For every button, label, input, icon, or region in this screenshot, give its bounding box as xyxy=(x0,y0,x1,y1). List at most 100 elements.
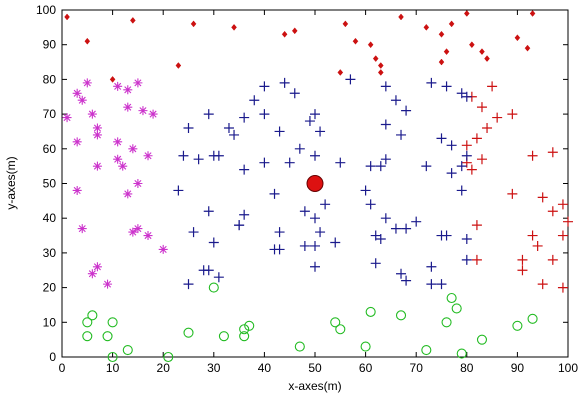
data-point-plus xyxy=(507,109,518,120)
data-point-plus xyxy=(380,81,391,92)
data-point-plus xyxy=(330,237,341,248)
data-point-star xyxy=(128,227,138,237)
y-tick-label: 0 xyxy=(49,350,56,364)
data-point-plus xyxy=(390,95,401,106)
data-point-diamond xyxy=(377,69,384,76)
data-point-circle xyxy=(107,317,118,328)
data-point-plus xyxy=(310,240,320,251)
data-point-circle xyxy=(122,345,133,356)
data-point-plus xyxy=(259,81,270,92)
data-point-diamond xyxy=(529,10,536,17)
data-point-plus xyxy=(436,133,447,144)
data-point-star xyxy=(103,279,113,289)
data-point-star xyxy=(92,262,102,272)
data-point-diamond xyxy=(438,30,445,38)
x-tick-label: 70 xyxy=(410,361,424,375)
data-point-diamond xyxy=(367,41,374,49)
data-point-diamond xyxy=(479,48,485,56)
data-point-plus xyxy=(380,213,391,224)
y-tick-label: 70 xyxy=(43,107,57,121)
data-point-diamond xyxy=(398,13,404,21)
data-point-plus xyxy=(183,279,194,290)
data-point-plus xyxy=(461,140,472,151)
data-point-circle xyxy=(183,327,194,338)
data-point-plus xyxy=(310,261,320,272)
data-point-star xyxy=(77,224,87,234)
data-point-plus xyxy=(401,275,412,286)
data-point-circle xyxy=(163,351,174,363)
data-point-plus xyxy=(213,150,224,161)
data-point-circle xyxy=(456,348,467,359)
y-tick-label: 20 xyxy=(43,281,57,295)
data-point-plus xyxy=(471,254,482,265)
data-point-plus xyxy=(401,105,412,116)
data-point-plus xyxy=(380,154,391,165)
data-point-plus xyxy=(234,220,245,231)
data-point-plus xyxy=(441,81,452,92)
data-point-plus xyxy=(223,122,234,133)
data-point-diamond xyxy=(377,62,384,69)
data-point-plus xyxy=(482,122,493,133)
data-point-circle xyxy=(294,341,305,352)
data-point-plus xyxy=(239,209,250,220)
data-point-star xyxy=(113,154,123,164)
data-point-star xyxy=(92,161,102,171)
data-point-circle xyxy=(527,313,538,324)
data-point-plus xyxy=(563,216,573,227)
data-point-plus xyxy=(188,227,199,238)
data-point-plus xyxy=(547,147,558,158)
data-point-plus xyxy=(396,129,407,140)
data-point-plus xyxy=(471,133,482,144)
data-point-plus xyxy=(441,230,452,241)
data-point-star xyxy=(133,179,143,188)
data-point-circle xyxy=(239,331,250,342)
x-tick-label: 0 xyxy=(59,361,66,375)
data-point-plus xyxy=(492,112,503,123)
data-point-plus xyxy=(345,74,356,85)
data-points xyxy=(62,10,573,363)
data-point-circle xyxy=(441,317,452,328)
data-point-plus xyxy=(239,164,250,175)
data-point-plus xyxy=(320,199,331,210)
data-point-plus xyxy=(208,237,219,248)
data-point-plus xyxy=(557,199,568,210)
data-point-plus xyxy=(436,279,447,290)
x-tick-label: 80 xyxy=(460,361,474,375)
y-tick-label: 30 xyxy=(43,246,57,260)
data-point-plus xyxy=(274,126,285,137)
data-point-plus xyxy=(426,77,437,88)
data-point-diamond xyxy=(190,20,197,28)
data-point-plus xyxy=(310,213,320,224)
data-point-plus xyxy=(310,150,320,161)
data-point-plus xyxy=(456,88,467,99)
data-point-plus xyxy=(269,188,280,199)
data-point-plus xyxy=(310,109,320,120)
data-point-plus xyxy=(269,244,280,255)
data-point-circle xyxy=(102,331,113,342)
y-tick-label: 90 xyxy=(43,38,57,52)
data-point-star xyxy=(113,81,123,91)
data-point-plus xyxy=(446,140,457,151)
data-point-circle xyxy=(365,306,376,317)
data-point-star xyxy=(87,109,97,119)
data-point-plus xyxy=(390,223,401,234)
data-point-plus xyxy=(471,220,482,231)
data-point-plus xyxy=(466,164,477,175)
data-point-diamond xyxy=(352,37,359,45)
data-point-plus xyxy=(527,230,538,241)
data-point-circle xyxy=(82,317,93,328)
data-point-plus xyxy=(476,154,487,165)
data-point-diamond xyxy=(469,41,475,49)
data-point-plus xyxy=(315,227,326,238)
data-point-circle xyxy=(239,324,250,335)
data-point-plus xyxy=(426,261,437,272)
data-point-plus xyxy=(173,185,184,196)
x-tick-label: 60 xyxy=(359,361,373,375)
data-point-diamond xyxy=(443,48,450,56)
y-tick-label: 50 xyxy=(43,177,57,191)
data-point-plus xyxy=(203,109,214,120)
data-point-plus xyxy=(335,157,346,168)
data-point-diamond xyxy=(291,27,298,35)
data-point-plus xyxy=(456,161,467,172)
x-tick-label: 100 xyxy=(558,361,578,375)
